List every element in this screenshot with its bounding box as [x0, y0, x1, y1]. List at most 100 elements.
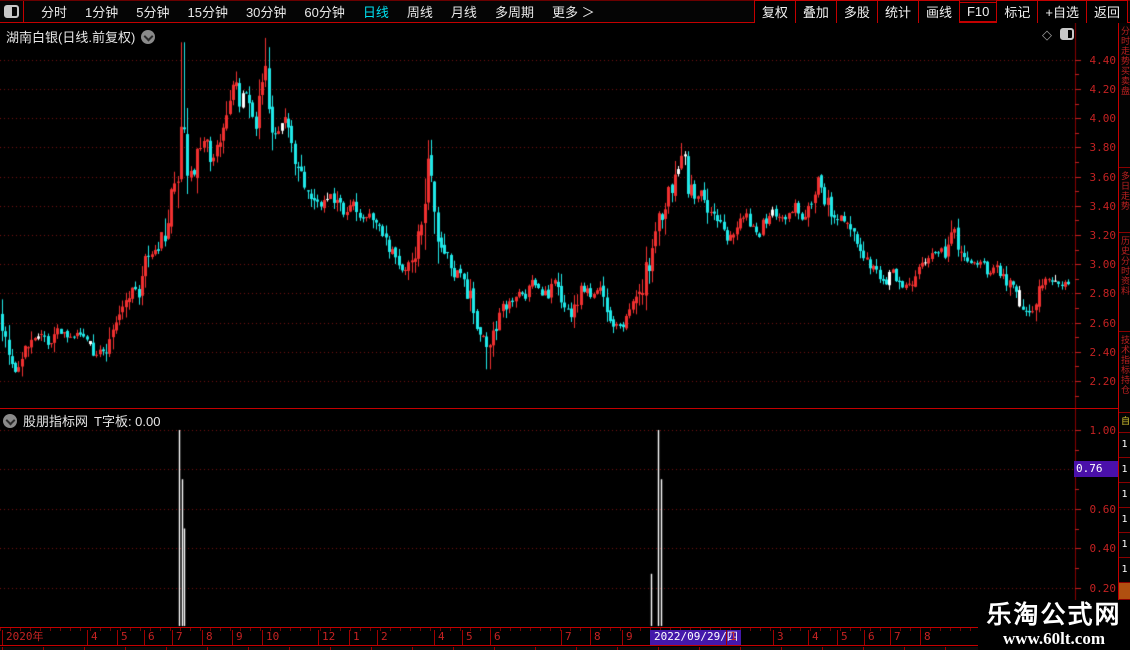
period-tab[interactable]: 日线 [362, 5, 389, 20]
strip-number-cell[interactable]: 1 [1119, 483, 1130, 508]
indicator-value-label: T字板: 0.00 [94, 414, 161, 429]
toolbar-button[interactable]: 复权 [753, 0, 796, 24]
toolbar-buttons: 复权 叠加 多股 统计 画线 F10 标记 +自选 返回 [753, 0, 1130, 24]
price-tick-label: 3.00 [1089, 258, 1117, 272]
toolbar-button[interactable]: 标记 [996, 0, 1039, 24]
period-tab[interactable]: 5分钟 [136, 5, 170, 20]
strip-tab[interactable]: 多日走势 [1119, 168, 1130, 233]
period-tab[interactable]: 更多 ＞ [551, 5, 595, 20]
axis-value-marker: 0.76 [1074, 461, 1118, 477]
bottom-row-separator [84, 647, 85, 650]
timeline-label: 1 [726, 630, 737, 645]
bottom-row-separator [43, 647, 44, 650]
bottom-row-separator [2, 647, 3, 650]
period-tab[interactable]: 15分钟 [187, 5, 228, 20]
toolbar-button[interactable]: 统计 [876, 0, 919, 24]
bottom-row-separator [699, 647, 700, 650]
timeline-label: 4 [434, 630, 445, 645]
price-tick-label: 4.40 [1089, 53, 1117, 67]
bottom-row-separator [330, 647, 331, 650]
watermark: 乐淘公式网 www.60lt.com [978, 600, 1130, 650]
bottom-row-separator [166, 647, 167, 650]
bottom-row-separator [945, 647, 946, 650]
indicator-pane-chart[interactable] [0, 409, 1118, 627]
timeline-label: 6 [490, 630, 501, 645]
timeline-label: 5 [462, 630, 473, 645]
bottom-row-separator [248, 647, 249, 650]
strip-number-cell[interactable]: 1 [1119, 558, 1130, 583]
chart-corner-icons: ◇ [1032, 26, 1074, 42]
toolbar-button[interactable]: F10 [958, 1, 998, 22]
indicator-tick-label: 1.00 [1089, 424, 1117, 437]
timeline-label: 6 [864, 630, 875, 645]
strip-tab[interactable]: 自选 [1119, 413, 1130, 433]
period-tab[interactable]: 60分钟 [304, 5, 345, 20]
timeline-label: 4 [87, 630, 98, 645]
timeline-label: 6 [144, 630, 155, 645]
period-tab[interactable]: 30分钟 [245, 5, 287, 20]
timeline-selected-date: 2022/09/29/四 [650, 630, 741, 645]
timeline-label: 1 [349, 630, 360, 645]
strip-tab[interactable]: 分时走势买卖盘 [1119, 23, 1130, 168]
bottom-row-separator [125, 647, 126, 650]
period-tab[interactable]: 多周期 [494, 5, 534, 20]
bottom-row-separator [371, 647, 372, 650]
bottom-row-separator [576, 647, 577, 650]
timeline-ticks [0, 628, 1075, 631]
price-tick-label: 3.60 [1089, 170, 1117, 184]
strip-tab[interactable]: 技术指标持仓 [1119, 332, 1130, 413]
toolbar-button[interactable]: 叠加 [794, 0, 837, 24]
bottom-row-separator [207, 647, 208, 650]
strip-number-cell[interactable]: 1 [1119, 533, 1130, 558]
timeline-label: 2020年 [2, 630, 44, 645]
toolbar-button[interactable]: 返回 [1085, 0, 1128, 24]
toolbar-button[interactable]: 画线 [917, 0, 960, 24]
strip-number-cell[interactable]: 1 [1119, 508, 1130, 533]
timeline-label: 5 [837, 630, 848, 645]
timeline-label: 9 [622, 630, 633, 645]
chart-title: 湖南白银(日线.前复权) [6, 30, 136, 45]
strip-number-cell[interactable]: 1 [1119, 433, 1130, 458]
period-tab[interactable]: 周线 [406, 5, 433, 20]
timeline-label: 8 [590, 630, 601, 645]
main-candlestick-chart[interactable] [0, 23, 1118, 408]
timeline-label: 8 [202, 630, 213, 645]
bottom-row-separator [289, 647, 290, 650]
price-tick-label: 3.80 [1089, 141, 1117, 155]
bottom-row-separator [617, 647, 618, 650]
bottom-row-separator [904, 647, 905, 650]
toolbar-button[interactable]: +自选 [1037, 0, 1087, 24]
bottom-row-separator [412, 647, 413, 650]
watermark-url: www.60lt.com [1003, 629, 1105, 648]
period-tab[interactable]: 1分钟 [85, 5, 119, 20]
watermark-site-name: 乐淘公式网 [986, 601, 1122, 629]
strip-number-cell[interactable]: 1 [1119, 458, 1130, 483]
indicator-tick-label: 0.40 [1089, 542, 1117, 556]
diamond-icon[interactable]: ◇ [1042, 26, 1052, 42]
indicator-header: 股朋指标网 T字板: 0.00 [3, 411, 160, 430]
period-tabs: 分时 1分钟 5分钟 15分钟 30分钟 60分钟 日线 周线 月线 多周期 更多 ＞ [24, 1, 604, 22]
bottom-row-separator [494, 647, 495, 650]
price-tick-label: 2.60 [1089, 316, 1117, 330]
bottom-row-separator [863, 647, 864, 650]
chevron-down-icon[interactable] [141, 29, 156, 44]
period-tab[interactable]: 月线 [450, 5, 477, 20]
timeline-label: 10 [262, 630, 279, 645]
chevron-down-icon[interactable] [3, 413, 17, 428]
indicator-tick-label: 0.60 [1089, 502, 1117, 516]
toolbar-button[interactable]: 多股 [835, 0, 878, 24]
price-tick-label: 3.20 [1089, 229, 1117, 242]
bottom-row-separator [535, 647, 536, 650]
timeline-axis[interactable]: 2020年 4 5 6 7 8 9 10 12 1 2 4 5 6 7 8 9 2022/09/29/四 1 3 4 5 6… [0, 627, 1118, 646]
strip-tab[interactable]: 历史分时资料 [1119, 233, 1130, 332]
timeline-label: 9 [232, 630, 243, 645]
strip-orange-block [1119, 583, 1130, 600]
split-window-icon [4, 5, 19, 18]
split-window-icon[interactable] [1060, 28, 1074, 40]
timeline-label: 7 [890, 630, 901, 645]
price-tick-label: 3.40 [1089, 199, 1117, 213]
right-sidebar-strip: 分时走势买卖盘多日走势历史分时资料技术指标持仓自选111111 [1118, 23, 1130, 650]
layout-toggle-button[interactable] [0, 0, 24, 23]
period-tab[interactable]: 分时 [41, 5, 68, 20]
